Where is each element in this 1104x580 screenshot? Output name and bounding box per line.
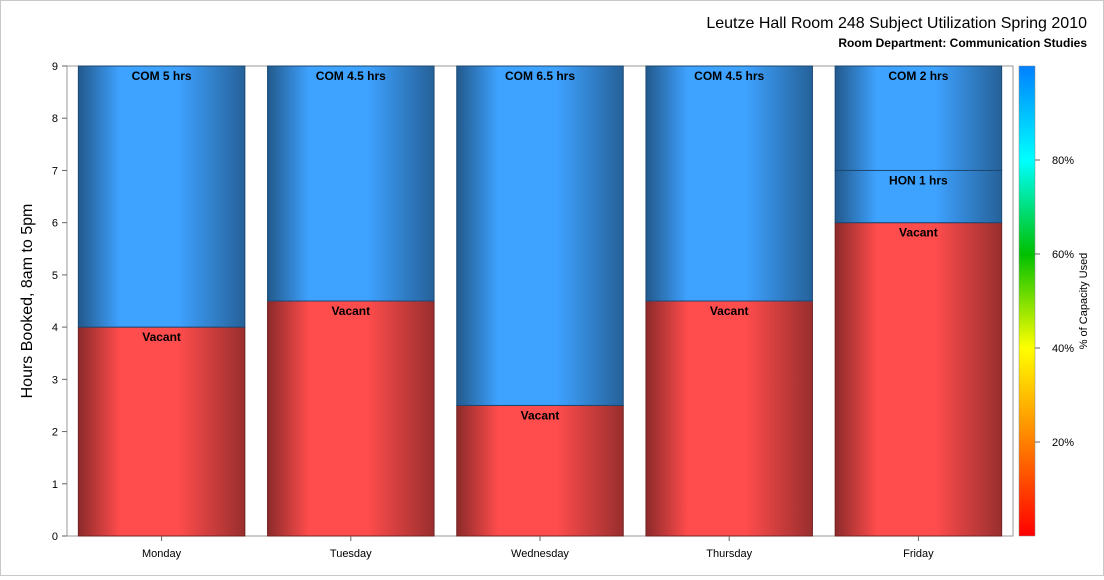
colorbar-gradient: [1018, 65, 1036, 537]
y-tick-label: 3: [52, 374, 58, 386]
y-tick-label: 4: [52, 322, 58, 334]
bar-segment-label: Vacant: [142, 330, 181, 344]
bar-segment: [267, 300, 435, 537]
plot-area: 0 1 2 3 4 5 6 7 8 9 Vacant COM 5 hrs Monday Vacant COM…: [52, 61, 1014, 560]
colorbar-tick-label: 60%: [1052, 249, 1074, 261]
bar-segment-label: HON 1 hrs: [889, 173, 948, 187]
x-tick-label: Wednesday: [511, 548, 569, 560]
bar-segment-label: Vacant: [899, 226, 938, 240]
bar-segment-label: Vacant: [521, 408, 560, 422]
colorbar-tick-label: 20%: [1052, 437, 1074, 449]
y-tick-label: 0: [52, 531, 58, 543]
bar-segment-label: COM 4.5 hrs: [316, 69, 386, 83]
x-tick-label: Tuesday: [330, 548, 372, 560]
y-tick-label: 8: [52, 113, 58, 125]
chart-subtitle: Room Department: Communication Studies: [838, 36, 1087, 50]
bar-segment-label: Vacant: [331, 304, 370, 318]
bar-segment: [456, 404, 624, 537]
bar-segment-label: COM 4.5 hrs: [694, 69, 764, 83]
x-tick-label: Monday: [142, 548, 182, 560]
bar-segment: [77, 65, 246, 328]
bar-segment: [456, 65, 624, 406]
bar-segment: [267, 65, 435, 302]
colorbar: 20% 40% 60% 80%: [1018, 65, 1074, 537]
bar-segment: [77, 326, 246, 537]
bar-segment-label: COM 6.5 hrs: [505, 69, 575, 83]
y-tick-label: 2: [52, 427, 58, 439]
y-tick-label: 7: [52, 165, 58, 177]
y-tick-label: 5: [52, 270, 58, 282]
bar-segment: [645, 65, 813, 302]
chart-title: Leutze Hall Room 248 Subject Utilization…: [706, 15, 1087, 32]
y-tick-label: 6: [52, 218, 58, 230]
bar-segment: [645, 300, 813, 537]
x-tick-label: Friday: [903, 548, 934, 560]
bar-segment: [834, 169, 1003, 224]
bar-segment-label: COM 2 hrs: [888, 69, 948, 83]
x-tick-label: Thursday: [706, 548, 752, 560]
bar-segment: [834, 222, 1003, 537]
bar-segment: [834, 65, 1003, 171]
y-tick-label: 9: [52, 61, 58, 73]
bar-segment-label: COM 5 hrs: [132, 69, 192, 83]
colorbar-label: % of Capacity Used: [1078, 253, 1090, 350]
colorbar-tick-label: 40%: [1052, 343, 1074, 355]
y-axis-label: Hours Booked, 8am to 5pm: [19, 204, 36, 399]
bar-segment-label: Vacant: [710, 304, 749, 318]
y-tick-label: 1: [52, 479, 58, 491]
colorbar-tick-label: 80%: [1052, 155, 1074, 167]
